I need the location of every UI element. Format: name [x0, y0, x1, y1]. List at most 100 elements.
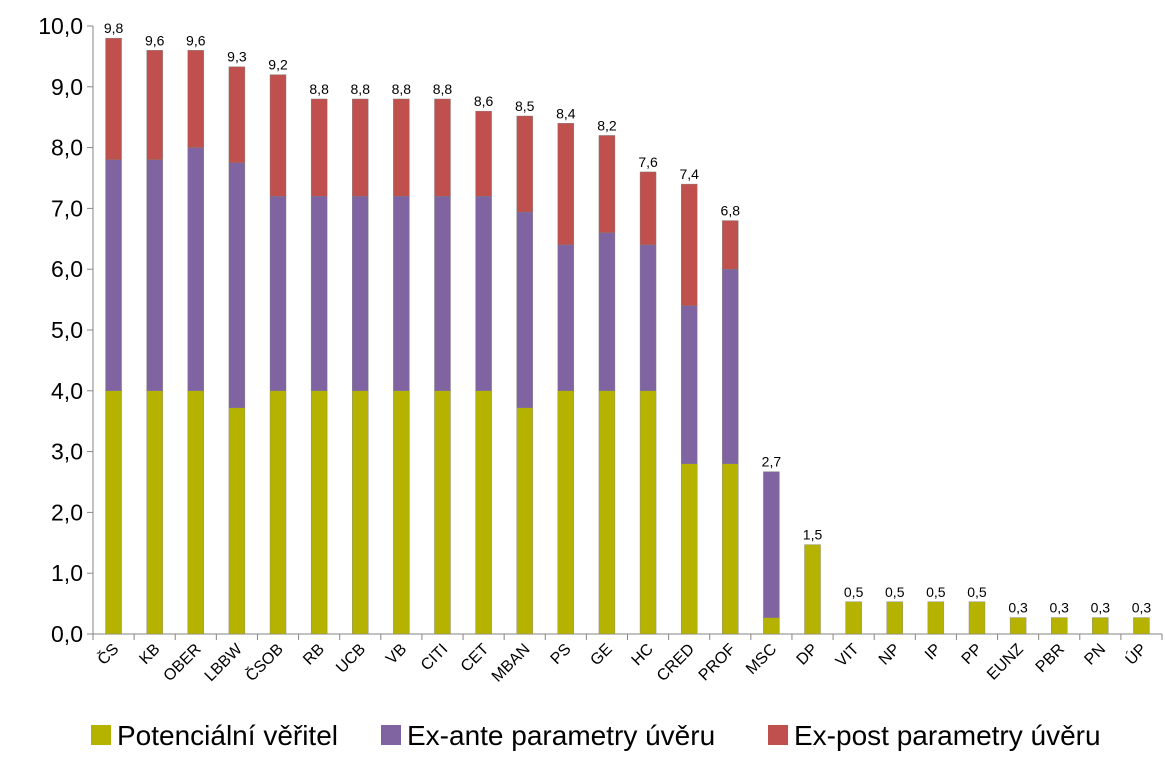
- total-label: 8,4: [556, 105, 576, 121]
- bar-segment: [352, 98, 369, 197]
- y-tick-label: 3,0: [51, 439, 83, 465]
- x-tick-label: VB: [383, 641, 410, 668]
- bar-segment: [1092, 617, 1109, 635]
- x-tick-label: NP: [876, 641, 904, 669]
- bar-segment: [557, 244, 575, 392]
- total-label: 9,3: [227, 49, 247, 65]
- x-tick-label: HC: [629, 641, 657, 669]
- x-tick-label: PN: [1081, 641, 1109, 669]
- bar-segment: [105, 390, 122, 635]
- total-label: 0,3: [1008, 600, 1028, 616]
- bar-segment: [434, 390, 451, 635]
- bar-segment: [434, 98, 451, 197]
- bar-segment: [228, 66, 246, 164]
- y-tick-label: 2,0: [51, 499, 83, 525]
- legend-swatch: [381, 725, 401, 745]
- bar-segment: [228, 407, 246, 635]
- y-tick-label: 0,0: [51, 621, 83, 647]
- bar-segment: [269, 74, 287, 197]
- bar-segment: [598, 390, 616, 635]
- bar-segment: [680, 305, 698, 464]
- data-labels: 9,8 9,6 9,6 9,3 9,2 8,8 8,8 8,8 8,8 8,6 8,5 8,4 8,2 7…: [104, 20, 1152, 615]
- total-label: 8,8: [351, 81, 371, 97]
- legend-label: Potenciální věřitel: [117, 720, 338, 751]
- y-tick-label: 1,0: [51, 560, 83, 586]
- y-tick-label: 5,0: [51, 317, 83, 343]
- total-label: 8,5: [515, 98, 535, 114]
- total-label: 9,8: [104, 20, 124, 36]
- bar-segment: [639, 244, 657, 392]
- bar-segment: [187, 390, 204, 635]
- x-tick-label: LBBW: [202, 640, 247, 685]
- bar-segment: [1009, 617, 1027, 635]
- total-label: 7,6: [638, 154, 658, 170]
- total-label: 8,8: [309, 81, 329, 97]
- bar-segment: [722, 220, 739, 270]
- y-tick-label: 7,0: [51, 195, 83, 221]
- total-label: 0,3: [1049, 600, 1069, 616]
- bar-segment: [475, 390, 492, 635]
- total-label: 8,2: [597, 117, 617, 133]
- total-label: 1,5: [803, 527, 823, 543]
- total-label: 8,8: [392, 81, 412, 97]
- bar-segment: [598, 232, 616, 392]
- total-label: 2,7: [762, 454, 782, 470]
- bar-segment: [639, 390, 657, 635]
- bar-segment: [598, 135, 616, 233]
- bar-segment: [1051, 617, 1068, 635]
- y-tick-label: 9,0: [51, 74, 83, 100]
- legend-label: Ex-post parametry úvěru: [794, 720, 1101, 751]
- x-tick-label: PP: [959, 641, 986, 668]
- total-label: 6,8: [721, 203, 741, 219]
- bar-segment: [763, 617, 780, 635]
- total-label: 0,5: [967, 584, 987, 600]
- bar-segment: [886, 601, 903, 635]
- legend-item: Ex-post parametry úvěru: [768, 720, 1101, 751]
- bar-segment: [1133, 617, 1150, 635]
- y-tick-label: 4,0: [51, 378, 83, 404]
- y-tick-label: 6,0: [51, 256, 83, 282]
- x-tick-label: PROF: [696, 641, 740, 685]
- legend-swatch: [768, 725, 788, 745]
- bar-segment: [434, 196, 451, 392]
- bar-segment: [475, 196, 492, 392]
- legend: Potenciální věřitel Ex-ante parametry úvě…: [91, 720, 1101, 751]
- bar-segment: [310, 390, 328, 635]
- legend-item: Potenciální věřitel: [91, 720, 338, 751]
- x-tick-label: IP: [922, 641, 945, 664]
- x-tick-label: VIT: [833, 641, 863, 671]
- y-tick-label: 8,0: [51, 135, 83, 161]
- x-tick-label: EUNZ: [984, 641, 1027, 684]
- x-tick-label: CITI: [418, 641, 451, 674]
- bar-segment: [680, 183, 698, 306]
- x-tick-label: GE: [587, 641, 615, 669]
- total-label: 8,8: [433, 81, 453, 97]
- bar-segment: [393, 196, 410, 392]
- x-tick-label: UCB: [333, 641, 369, 677]
- total-label: 0,5: [926, 584, 946, 600]
- bar-segment: [352, 196, 369, 392]
- x-tick-label: RB: [300, 641, 328, 669]
- bar-segment: [845, 601, 862, 635]
- bar-segment: [269, 390, 287, 635]
- bar-segment: [557, 390, 575, 635]
- x-tick-label: CRED: [654, 641, 698, 685]
- bar-segment: [968, 601, 986, 635]
- x-tick-label: CET: [458, 641, 493, 676]
- x-tick-label: PS: [548, 641, 575, 668]
- bar-segment: [927, 601, 945, 635]
- total-label: 9,6: [145, 32, 165, 48]
- x-tick-label: KB: [136, 641, 163, 668]
- bar-segment: [187, 50, 204, 148]
- bar-segment: [146, 390, 163, 635]
- total-label: 0,5: [885, 584, 905, 600]
- total-label: 0,3: [1091, 600, 1111, 616]
- legend-label: Ex-ante parametry úvěru: [407, 720, 715, 751]
- legend-swatch: [91, 725, 111, 745]
- bar-segment: [722, 463, 739, 635]
- bar-segment: [763, 471, 780, 618]
- y-tick-label: 10,0: [38, 13, 83, 39]
- legend-item: Ex-ante parametry úvěru: [381, 720, 715, 751]
